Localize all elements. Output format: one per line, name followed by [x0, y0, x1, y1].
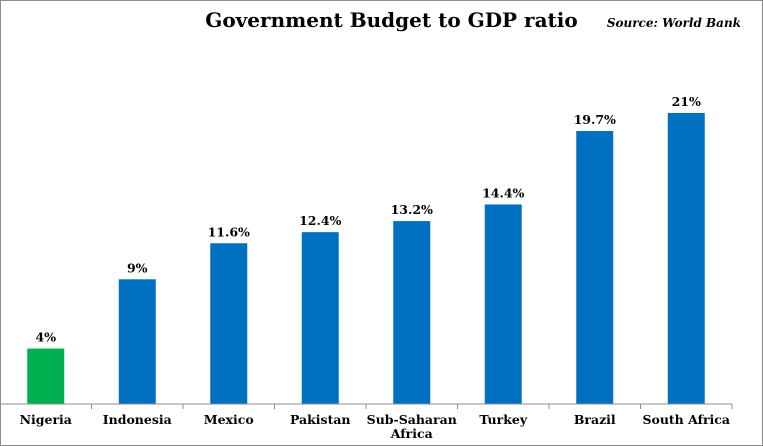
category-label-0: Nigeria: [20, 412, 72, 427]
data-label-1: 9%: [127, 260, 148, 275]
bar-3: [301, 232, 339, 404]
category-label-5: Turkey: [479, 412, 527, 427]
category-label-6: Brazil: [574, 412, 616, 427]
data-label-0: 4%: [35, 330, 56, 345]
category-label-3: Pakistan: [290, 412, 351, 427]
chart-source: Source: World Bank: [606, 16, 741, 30]
data-label-7: 21%: [672, 94, 701, 109]
bar-5: [484, 204, 522, 404]
bar-1: [118, 279, 156, 404]
data-label-3: 12.4%: [299, 213, 341, 228]
chart-title: Government Budget to GDP ratio: [205, 8, 578, 32]
data-label-5: 14.4%: [482, 185, 524, 200]
data-label-4: 13.2%: [391, 202, 433, 217]
category-label-1: Indonesia: [103, 412, 172, 427]
bar-4: [393, 221, 431, 404]
category-label-7: South Africa: [642, 412, 730, 427]
category-label-2: Mexico: [204, 412, 254, 427]
data-label-6: 19.7%: [574, 112, 616, 127]
bar-2: [210, 243, 248, 404]
data-label-2: 11.6%: [208, 224, 250, 239]
bar-6: [576, 131, 614, 404]
category-label-4: Sub-Saharan Africa: [367, 412, 457, 441]
bar-7: [667, 113, 705, 404]
bar-0: [27, 348, 65, 404]
